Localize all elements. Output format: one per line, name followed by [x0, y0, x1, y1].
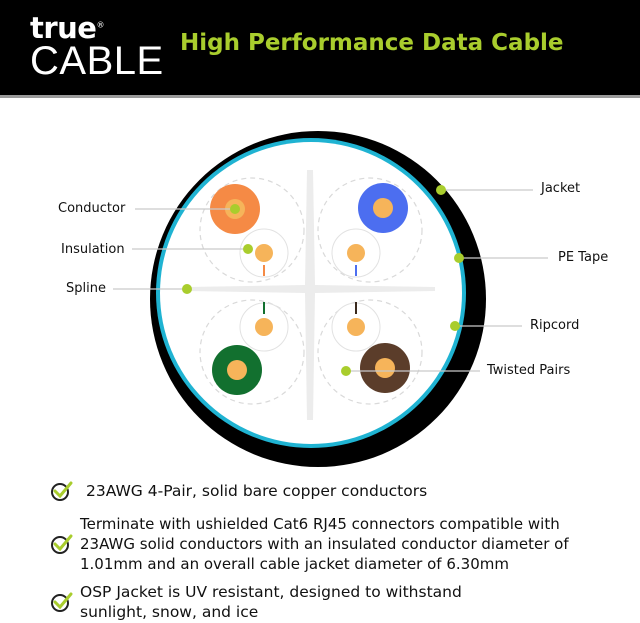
header-banner: true® CABLE High Performance Data Cable: [0, 0, 640, 98]
marker-dot-pe-tape: [454, 253, 464, 263]
spline-cross: [187, 170, 435, 420]
stripe-brown: [355, 302, 357, 314]
truecable-logo: true® CABLE: [30, 11, 164, 83]
label-conductor: Conductor: [58, 201, 126, 216]
pair-boundary-blue: [317, 177, 423, 283]
feature-text: OSP Jacket is UV resistant, designed to …: [80, 583, 462, 621]
copper-core: [255, 244, 273, 262]
label-ripcord: Ripcord: [530, 318, 580, 333]
stripe-orange: [263, 265, 265, 276]
stripe-blue: [355, 265, 357, 276]
copper-core: [347, 318, 365, 336]
copper-core: [227, 360, 247, 380]
check-icon: [51, 481, 73, 501]
marker-dot-ripcord: [450, 321, 460, 331]
feature-item: 23AWG 4-Pair, solid bare copper conducto…: [50, 480, 427, 502]
copper-core: [347, 244, 365, 262]
logo-text-bottom: CABLE: [30, 39, 164, 83]
label-insulation: Insulation: [61, 242, 125, 257]
feature-text: 23AWG 4-Pair, solid bare copper conducto…: [86, 482, 428, 500]
pair-boundary-brown: [317, 299, 423, 405]
marker-dot-insulation: [243, 244, 253, 254]
label-spline: Spline: [66, 281, 106, 296]
registered-mark: ®: [96, 20, 104, 30]
pair-boundary-green: [199, 299, 305, 405]
label-pe-tape: PE Tape: [558, 250, 609, 265]
stripe-green: [263, 302, 265, 314]
cable-cross-section: [113, 131, 548, 467]
marker-dot-twisted-pairs: [341, 366, 351, 376]
page-title: High Performance Data Cable: [180, 30, 564, 56]
marker-dot-spline: [182, 284, 192, 294]
label-twisted-pairs: Twisted Pairs: [487, 363, 571, 378]
feature-item: OSP Jacket is UV resistant, designed to …: [50, 582, 510, 622]
check-icon: [51, 592, 73, 612]
feature-item: Terminate with ushielded Cat6 RJ45 conne…: [50, 514, 610, 574]
label-jacket: Jacket: [541, 181, 581, 196]
logo-text-top: true: [30, 11, 97, 45]
feature-text: Terminate with ushielded Cat6 RJ45 conne…: [80, 515, 569, 573]
marker-dot-conductor: [230, 204, 240, 214]
pair-boundary-orange: [199, 177, 305, 283]
copper-core: [255, 318, 273, 336]
copper-core: [373, 198, 393, 218]
check-icon: [51, 534, 73, 554]
marker-dot-jacket: [436, 185, 446, 195]
copper-core: [375, 358, 395, 378]
